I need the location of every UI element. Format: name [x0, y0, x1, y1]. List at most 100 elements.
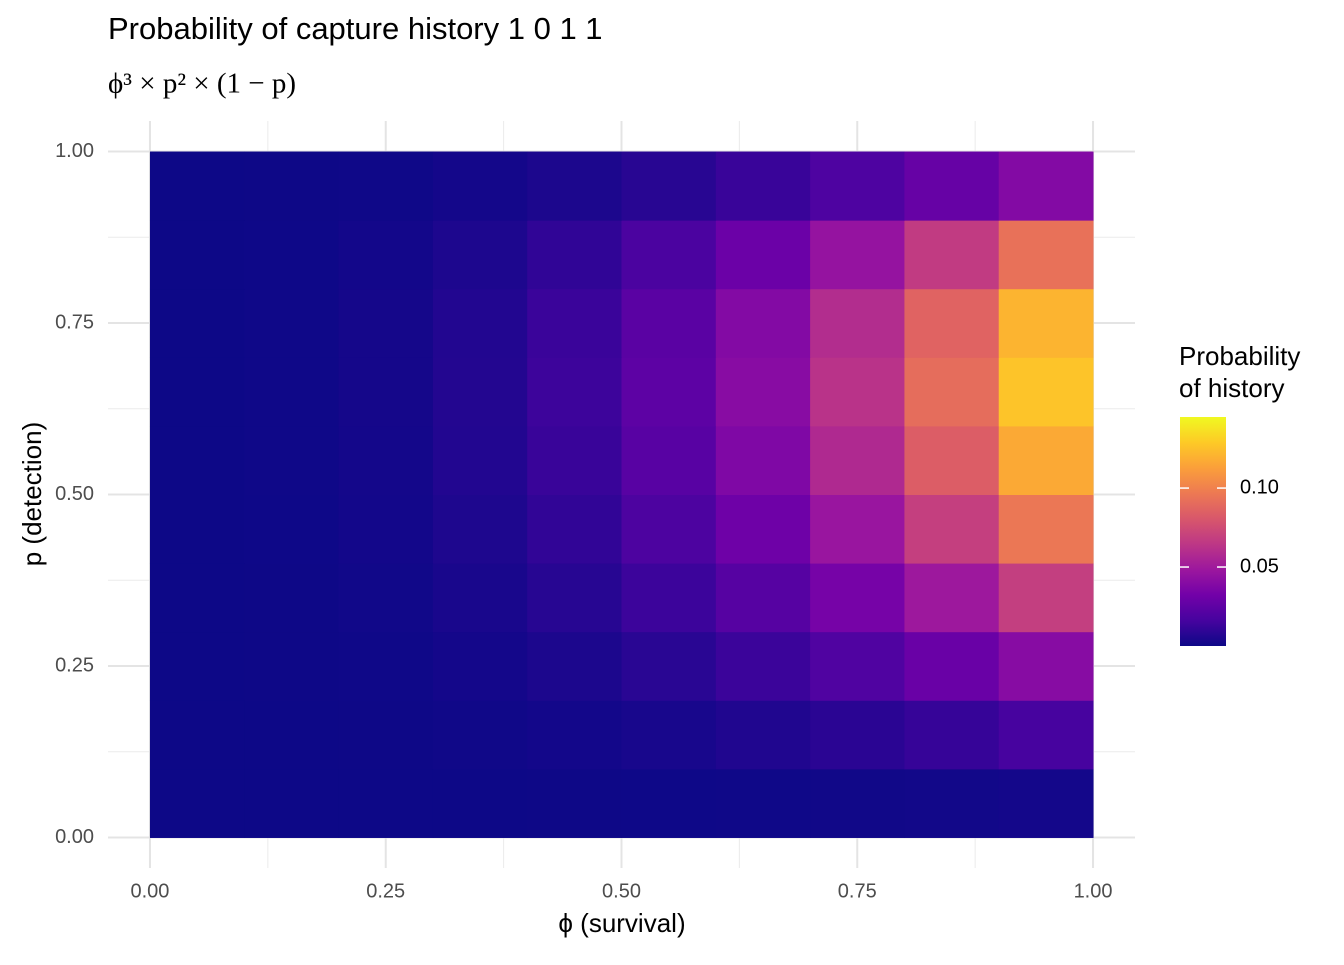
y-tick-label: 0.00 [55, 826, 94, 848]
heat-cell [338, 563, 434, 633]
heat-cell [432, 425, 528, 495]
heat-cell [715, 494, 811, 564]
heat-cell [715, 151, 811, 221]
colorbar-tick-label: 0.10 [1240, 476, 1279, 498]
heat-cell [432, 768, 528, 838]
heat-cell [715, 768, 811, 838]
heat-cell [244, 288, 340, 358]
heat-cell [149, 425, 245, 495]
heat-cell [810, 425, 905, 495]
heat-cell [149, 357, 245, 427]
heat-cell [998, 220, 1094, 290]
x-tick-label: 0.50 [602, 880, 641, 902]
heat-cell [244, 494, 340, 564]
heat-cell [149, 288, 245, 358]
heat-cell [904, 563, 1000, 633]
y-tick-label: 0.25 [55, 654, 94, 676]
heat-cell [810, 151, 905, 221]
y-tick-label: 0.50 [55, 483, 94, 505]
y-axis-label: p (detection) [17, 422, 47, 567]
heat-cell [432, 288, 528, 358]
heat-cell [527, 357, 622, 427]
heat-cell [904, 768, 1000, 838]
heat-cell [432, 494, 528, 564]
chart-subtitle: ϕ³ × p² × (1 − p) [108, 68, 296, 100]
heat-cell [527, 494, 622, 564]
heat-cell [432, 631, 528, 701]
heat-cell [621, 357, 717, 427]
heat-cell [715, 700, 811, 770]
x-tick-label: 1.00 [1074, 880, 1113, 902]
heat-cell [621, 563, 717, 633]
heat-cell [149, 563, 245, 633]
heat-cell [810, 768, 905, 838]
heat-cell [338, 768, 434, 838]
heat-cell [998, 700, 1094, 770]
heat-cell [904, 220, 1000, 290]
heat-cell [338, 151, 434, 221]
heat-cell [715, 425, 811, 495]
heat-cell [244, 700, 340, 770]
heat-cell [621, 425, 717, 495]
heat-cell [527, 425, 622, 495]
heat-cell [621, 288, 717, 358]
heat-cell [904, 357, 1000, 427]
legend-title: Probability [1179, 341, 1300, 371]
colorbar [1180, 417, 1226, 646]
heat-cell [715, 631, 811, 701]
heat-cell [621, 494, 717, 564]
heat-cell [149, 700, 245, 770]
heat-cell [715, 563, 811, 633]
heat-cell [715, 357, 811, 427]
heat-cell [715, 288, 811, 358]
heat-cell [621, 768, 717, 838]
heat-cell [527, 220, 622, 290]
heat-cell [149, 768, 245, 838]
heat-cell [998, 288, 1094, 358]
heat-cell [904, 425, 1000, 495]
heat-cell [998, 425, 1094, 495]
heat-cell [810, 288, 905, 358]
heat-cell [904, 494, 1000, 564]
x-tick-label: 0.75 [838, 880, 877, 902]
heat-cell [904, 151, 1000, 221]
chart-title: Probability of capture history 1 0 1 1 [108, 11, 603, 46]
heat-cell [338, 357, 434, 427]
heat-cell [621, 151, 717, 221]
heat-cell [998, 494, 1094, 564]
heat-cell [998, 151, 1094, 221]
heat-cell [244, 425, 340, 495]
colorbar-tick-label: 0.05 [1240, 555, 1279, 577]
heat-cell [432, 563, 528, 633]
heat-cell [432, 357, 528, 427]
heat-cell [432, 220, 528, 290]
heat-cell [621, 220, 717, 290]
heat-cell [338, 425, 434, 495]
heat-cell [244, 563, 340, 633]
heat-cell [527, 288, 622, 358]
heat-cell [338, 220, 434, 290]
heat-cell [810, 220, 905, 290]
heat-cell [338, 288, 434, 358]
heat-cell [527, 700, 622, 770]
heat-cell [432, 700, 528, 770]
heat-cell [998, 631, 1094, 701]
heat-cell [338, 494, 434, 564]
heat-cell [998, 357, 1094, 427]
heat-cell [810, 563, 905, 633]
heat-cell [904, 288, 1000, 358]
heat-cell [715, 220, 811, 290]
heat-cell [149, 220, 245, 290]
heat-cell [810, 494, 905, 564]
heat-cell [244, 357, 340, 427]
heat-cell [149, 494, 245, 564]
x-axis-label: ϕ (survival) [558, 908, 685, 938]
heat-cell [338, 700, 434, 770]
heat-cell [244, 151, 340, 221]
heat-cell [244, 631, 340, 701]
heat-cell [149, 631, 245, 701]
heat-cell [244, 220, 340, 290]
heat-cell [810, 700, 905, 770]
heat-cell [621, 700, 717, 770]
